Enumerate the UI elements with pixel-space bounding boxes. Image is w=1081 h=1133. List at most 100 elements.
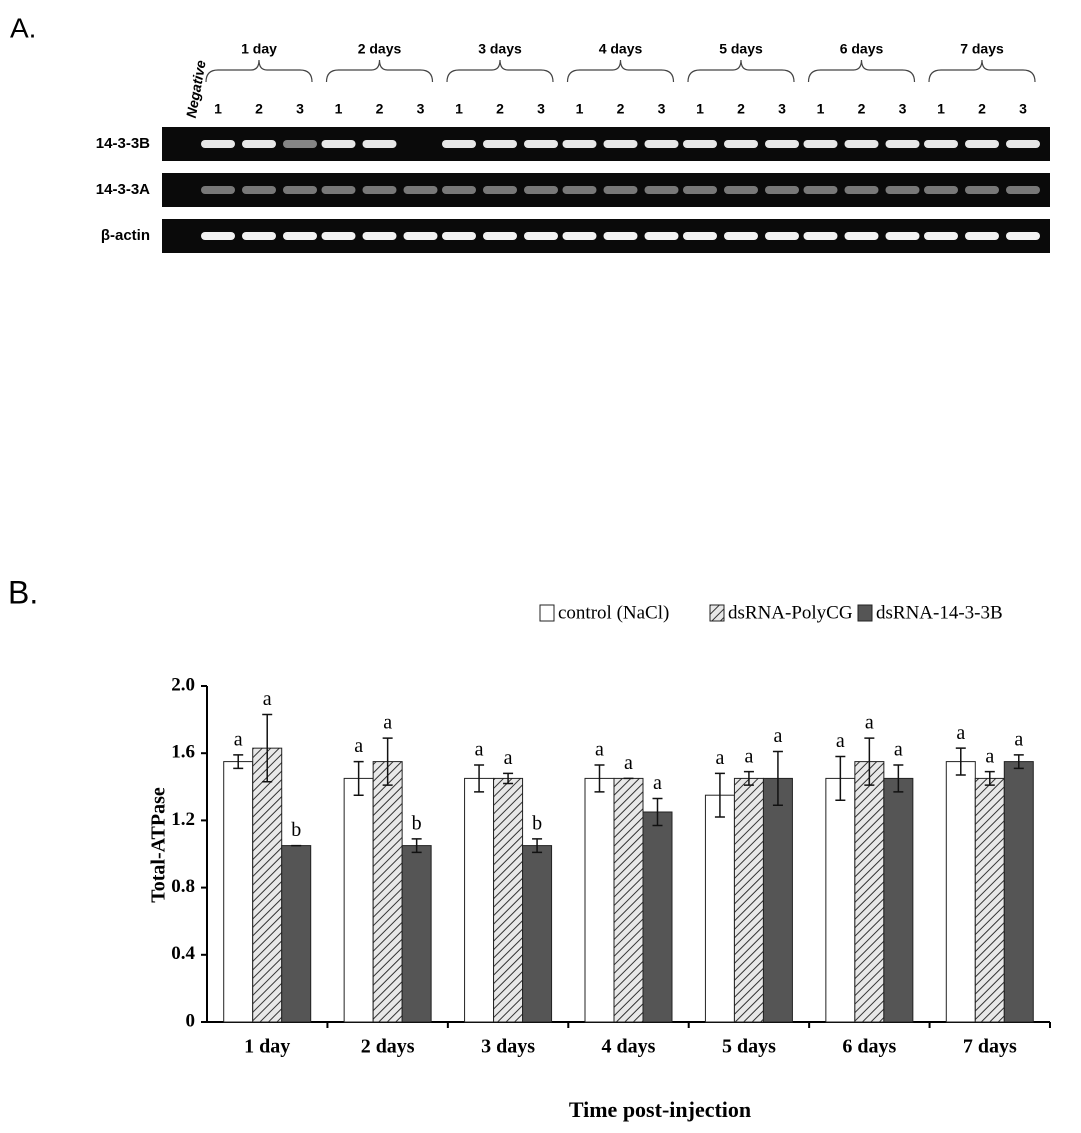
gel-band [724,232,758,240]
bar [522,845,553,1023]
gel-band [965,140,999,148]
significance-letter: a [624,752,633,774]
gel-band [442,140,476,148]
bar [252,747,283,1023]
gel-band [1006,232,1040,240]
brace [446,59,554,83]
gel-band [524,140,558,148]
error-bar [353,760,364,796]
y-tick-label: 2.0 [171,674,195,695]
y-tick-label: 0.8 [171,876,195,897]
lane-label: 3 [899,101,907,117]
lane-label: 3 [658,101,666,117]
significance-letter: a [653,772,662,794]
significance-letter: a [263,688,272,710]
gel-band [644,140,679,148]
gel-band [924,186,958,194]
error-bar [652,797,663,827]
bar [642,811,673,1023]
significance-letter: a [504,747,513,769]
row-label: β-actin [101,227,150,244]
significance-letter: a [354,735,363,757]
gel-band [562,140,597,148]
gel-band [362,186,397,194]
gel-band [201,232,235,240]
gel-band [403,186,438,194]
significance-letter: a [985,745,994,767]
row-label: 14-3-3A [96,181,150,198]
row-label: 14-3-3B [96,135,150,152]
gel-band [724,186,758,194]
gel-band [201,140,235,148]
error-bar [893,764,904,793]
gel-band [765,186,799,194]
bar [281,845,312,1023]
group-label: 1 day [241,41,277,57]
bar [464,777,495,1023]
bar [372,761,403,1023]
gel-band [562,186,597,194]
error-bar [714,772,725,818]
lane-label: 2 [496,101,504,117]
gel-band [844,140,879,148]
error-bar [503,772,514,785]
bar [883,777,914,1023]
gel-band [803,232,838,240]
gel-band [321,232,356,240]
gel-band [242,186,276,194]
gel-band [403,232,438,240]
gel-band [562,232,597,240]
error-bar [743,770,754,786]
lane-label: 3 [296,101,304,117]
bar [762,777,793,1023]
gel-band [524,186,558,194]
gel-band [242,140,276,148]
y-tick-label: 1.2 [171,809,195,830]
gel-band [483,186,517,194]
bar [493,777,524,1023]
panel-label: A. [10,12,36,43]
lane-label: 1 [576,101,584,117]
lane-label: 3 [778,101,786,117]
gel-band [362,140,397,148]
gel-band [924,232,958,240]
y-tick-label: 0 [186,1010,196,1031]
x-tick-label: 7 days [963,1036,1017,1058]
brace [325,59,434,83]
gel-band [844,186,879,194]
gel-strip [162,173,1050,207]
gel-band [844,232,879,240]
error-bar [984,770,995,786]
legend-swatch [709,604,725,622]
bar [704,794,735,1023]
error-bar [1013,754,1024,770]
bar [613,777,644,1023]
gel-band [1006,140,1040,148]
gel-band [201,186,235,194]
lane-label: 1 [335,101,343,117]
gel-band [321,186,356,194]
lane-label: 2 [255,101,263,117]
x-tick-label: 3 days [481,1036,535,1058]
significance-letter: a [234,728,243,750]
significance-letter: a [715,747,724,769]
gel-band [803,186,838,194]
bar [401,845,432,1023]
bar [1003,761,1034,1023]
gel-band [442,186,476,194]
gel-band [885,140,920,148]
legend-label: dsRNA-PolyCG [728,602,853,623]
gel-band [885,232,920,240]
gel-band [483,232,517,240]
gel-band [644,186,679,194]
lane-label: 2 [376,101,384,117]
significance-letter: a [595,739,604,761]
lane-label: 1 [455,101,463,117]
significance-letter: b [532,812,542,834]
gel-band [283,232,317,240]
error-bar [382,737,393,786]
error-bar [262,713,273,783]
legend-swatch [857,604,873,622]
significance-letter: a [773,725,782,747]
gel-band [924,140,958,148]
